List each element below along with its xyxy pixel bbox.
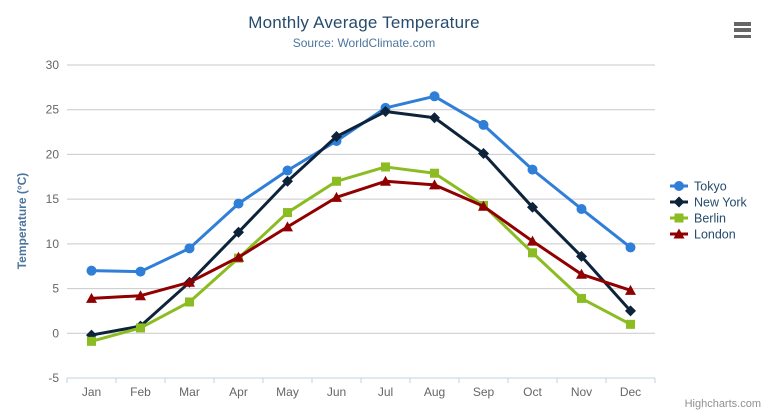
- data-point-berlin[interactable]: [430, 168, 439, 178]
- data-point-new-york[interactable]: [331, 131, 342, 143]
- data-point-tokyo[interactable]: [135, 266, 146, 277]
- chart-title: Monthly Average Temperature: [248, 13, 480, 32]
- hamburger-icon: [734, 22, 751, 26]
- data-point-london[interactable]: [135, 290, 146, 301]
- y-axis-title: Temperature (°C): [15, 172, 29, 270]
- data-point-tokyo[interactable]: [184, 243, 195, 254]
- x-axis-label: Jan: [82, 385, 101, 399]
- y-axis-label: 10: [46, 237, 60, 251]
- data-point-london[interactable]: [282, 221, 293, 232]
- data-point-london[interactable]: [527, 235, 538, 246]
- series-line-london[interactable]: [90, 179, 632, 300]
- data-point-berlin[interactable]: [626, 319, 635, 329]
- data-point-london[interactable]: [576, 268, 587, 279]
- x-axis-label: Jul: [378, 385, 393, 399]
- data-point-berlin[interactable]: [87, 336, 96, 346]
- x-axis-label: Jun: [327, 385, 346, 399]
- legend-label[interactable]: Berlin: [694, 212, 726, 226]
- data-point-london[interactable]: [478, 200, 489, 211]
- data-point-berlin[interactable]: [283, 208, 292, 218]
- data-point-new-york[interactable]: [527, 201, 538, 213]
- series-line-berlin[interactable]: [90, 165, 632, 343]
- data-point-tokyo[interactable]: [527, 164, 538, 175]
- y-axis-label: 5: [52, 282, 59, 296]
- data-point-tokyo[interactable]: [282, 165, 293, 176]
- x-axis-label: Feb: [130, 385, 151, 399]
- x-axis-label: Sep: [473, 385, 495, 399]
- y-axis-label: 30: [46, 58, 60, 72]
- data-point-berlin[interactable]: [528, 248, 537, 258]
- data-point-berlin[interactable]: [136, 323, 145, 333]
- data-point-berlin[interactable]: [332, 176, 341, 186]
- x-axis-label: Nov: [571, 385, 592, 399]
- data-point-london[interactable]: [380, 175, 391, 186]
- data-point-london[interactable]: [184, 276, 195, 287]
- data-point-tokyo[interactable]: [86, 265, 97, 276]
- legend-item-london[interactable]: [673, 228, 685, 239]
- data-point-berlin[interactable]: [381, 162, 390, 172]
- data-point-tokyo[interactable]: [478, 119, 489, 130]
- data-point-london[interactable]: [331, 191, 342, 202]
- x-axis-label: Oct: [523, 385, 542, 399]
- highcharts-credit[interactable]: Highcharts.com: [684, 398, 761, 410]
- data-point-new-york[interactable]: [625, 305, 636, 317]
- x-axis-label: Apr: [229, 385, 248, 399]
- data-point-berlin[interactable]: [185, 297, 194, 307]
- y-axis-label: 20: [46, 147, 60, 161]
- data-point-tokyo[interactable]: [233, 198, 244, 209]
- hamburger-icon: [734, 28, 751, 32]
- series-line-new-york[interactable]: [90, 110, 632, 337]
- x-axis-label: May: [276, 385, 299, 399]
- data-point-london[interactable]: [86, 292, 97, 303]
- data-point-new-york[interactable]: [429, 112, 440, 124]
- data-point-new-york[interactable]: [233, 226, 244, 238]
- hamburger-icon: [734, 34, 751, 38]
- export-menu-button[interactable]: [731, 20, 755, 40]
- legend-label[interactable]: New York: [694, 196, 748, 210]
- legend-item-berlin[interactable]: [674, 213, 684, 223]
- legend-label[interactable]: Tokyo: [694, 180, 727, 194]
- data-point-new-york[interactable]: [576, 250, 587, 262]
- data-point-london[interactable]: [233, 251, 244, 262]
- data-point-tokyo[interactable]: [429, 91, 440, 102]
- data-point-tokyo[interactable]: [625, 242, 636, 253]
- x-axis-label: Aug: [424, 385, 445, 399]
- legend-item-new-york[interactable]: [673, 196, 685, 208]
- legend-item-tokyo[interactable]: [674, 181, 684, 191]
- y-axis-label: -5: [48, 371, 59, 385]
- data-point-tokyo[interactable]: [576, 203, 587, 214]
- y-axis-label: 0: [52, 326, 59, 340]
- x-axis-label: Dec: [620, 385, 641, 399]
- data-point-new-york[interactable]: [478, 148, 489, 160]
- data-point-london[interactable]: [625, 284, 636, 295]
- data-point-new-york[interactable]: [282, 175, 293, 187]
- chart-subtitle: Source: WorldClimate.com: [292, 36, 436, 50]
- x-axis-label: Mar: [179, 385, 200, 399]
- data-point-berlin[interactable]: [577, 293, 586, 303]
- y-axis-label: 15: [46, 192, 60, 206]
- data-point-london[interactable]: [429, 179, 440, 190]
- y-axis-label: 25: [46, 103, 60, 117]
- legend-label[interactable]: London: [694, 228, 736, 242]
- data-point-new-york[interactable]: [380, 106, 391, 118]
